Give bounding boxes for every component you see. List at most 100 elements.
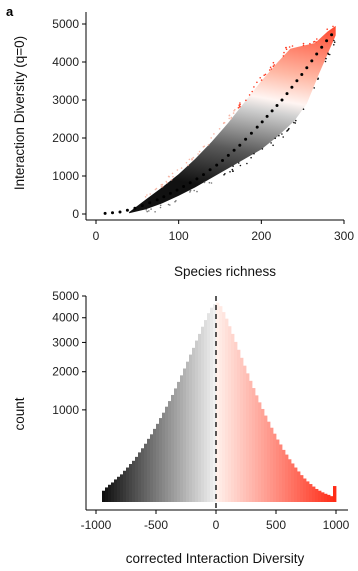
scatter-outlier-point: [272, 61, 275, 64]
histogram-bar: [168, 401, 172, 502]
scatter-outlier-point: [196, 190, 198, 193]
histogram-bar: [156, 423, 160, 502]
histogram-bar: [264, 415, 268, 502]
histogram-bar: [165, 406, 169, 502]
histogram-bar: [228, 326, 232, 502]
scatter-outlier-point: [259, 77, 262, 79]
scatter-outlier-point: [191, 158, 193, 161]
scatter-outlier-point: [288, 127, 290, 130]
histogram-bar: [327, 494, 331, 502]
scatter-outlier-point: [231, 168, 234, 171]
scatter-outlier-point: [239, 102, 241, 104]
scatter-outlier-point: [237, 107, 240, 109]
scatter-y-tick-label: 3000: [52, 93, 79, 107]
scatter-outlier-point: [224, 173, 226, 175]
histogram-bar: [300, 475, 304, 502]
scatter-outlier-point: [169, 204, 171, 206]
scatter-outlier-point: [176, 169, 179, 171]
histogram-bar: [261, 408, 265, 502]
scatter-outlier-point: [232, 112, 235, 114]
histogram-bar: [123, 470, 127, 502]
scatter-outlier-point: [268, 69, 271, 71]
histogram-bar: [279, 444, 283, 502]
scatter-outlier-point: [238, 162, 240, 164]
histogram-bar: [318, 490, 322, 502]
trend-dot: [208, 168, 212, 172]
histogram-bar: [270, 427, 274, 502]
trend-dot: [125, 208, 129, 212]
scatter-outlier-point: [166, 182, 168, 184]
trend-dot: [215, 163, 219, 167]
scatter-y-tick-label: 0: [72, 207, 79, 221]
histogram-bar: [252, 388, 256, 502]
scatter-outlier-point: [313, 40, 316, 43]
scatter-outlier-point: [148, 210, 150, 212]
scatter-outlier-point: [230, 118, 232, 120]
scatter-outlier-point: [260, 79, 263, 81]
histogram-bar: [114, 479, 118, 502]
histogram-bar: [192, 347, 196, 502]
scatter-y-tick-label: 5000: [52, 17, 79, 31]
scatter-outlier-point: [203, 145, 206, 148]
histogram-bar: [195, 340, 199, 502]
histogram-bar: [219, 306, 223, 502]
scatter-x-tick-label: 300: [334, 229, 354, 243]
trend-dot: [310, 59, 314, 63]
histogram-bar: [237, 349, 241, 502]
histogram-bar: [207, 313, 211, 502]
histogram-bar: [132, 460, 136, 502]
histogram-x-tick-label: 1000: [323, 518, 350, 532]
histogram-bar: [213, 303, 217, 502]
histogram-bar: [138, 452, 142, 502]
scatter-outlier-point: [246, 162, 248, 165]
histogram-bar: [231, 333, 235, 502]
trend-dot: [255, 125, 259, 129]
scatter-x-tick-label: 100: [169, 229, 189, 243]
scatter-outlier-point: [232, 170, 234, 172]
scatter-x-tick-label: 200: [251, 229, 271, 243]
scatter-outlier-point: [328, 53, 331, 56]
scatter-outlier-point: [167, 203, 170, 206]
histogram-bar: [285, 454, 289, 502]
histogram-bar: [249, 380, 253, 502]
scatter-outlier-point: [273, 64, 276, 66]
histogram-bar: [246, 373, 250, 502]
scatter-outlier-point: [295, 119, 297, 122]
scatter-x-tick-label: 0: [93, 229, 100, 243]
histogram-bar: [288, 459, 292, 502]
trend-dot: [188, 181, 192, 185]
scatter-outlier-point: [223, 121, 225, 124]
histogram-bar: [243, 365, 247, 502]
scatter-outlier-point: [269, 66, 272, 69]
trend-line-dotted: [103, 33, 334, 215]
scatter-outlier-point: [272, 65, 275, 67]
scatter-outlier-point: [263, 74, 266, 76]
scatter-outlier-point: [324, 60, 327, 63]
scatter-point-cloud: [129, 25, 336, 214]
trend-dot: [300, 73, 304, 76]
scatter-outlier-point: [228, 114, 231, 117]
trend-dot: [155, 198, 159, 202]
trend-dot: [221, 159, 224, 162]
scatter-x-axis-label: Species richness: [174, 264, 276, 279]
histogram-bar: [180, 375, 184, 502]
histogram-bar: [267, 421, 271, 502]
scatter-y-axis-label: Interaction Diversity (q=0): [12, 36, 27, 190]
histogram-y-tick-label: 1000: [52, 403, 79, 417]
scatter-outlier-point: [286, 130, 288, 132]
scatter-outlier-point: [218, 128, 221, 130]
histogram-bar: [216, 302, 220, 502]
scatter-outlier-point: [239, 103, 241, 106]
scatter-outlier-point: [230, 116, 233, 119]
scatter-outlier-point: [274, 137, 277, 140]
scatter-outlier-point: [159, 206, 162, 209]
trend-dot: [148, 201, 152, 205]
histogram-bar: [129, 464, 133, 502]
scatter-outlier-point: [146, 194, 148, 196]
scatter-outlier-point: [229, 171, 231, 173]
scatter-outlier-point: [270, 142, 272, 144]
scatter-outlier-point: [145, 209, 148, 211]
trend-dot: [140, 204, 144, 208]
histogram-bar: [147, 438, 151, 502]
histogram-bar: [204, 320, 208, 502]
